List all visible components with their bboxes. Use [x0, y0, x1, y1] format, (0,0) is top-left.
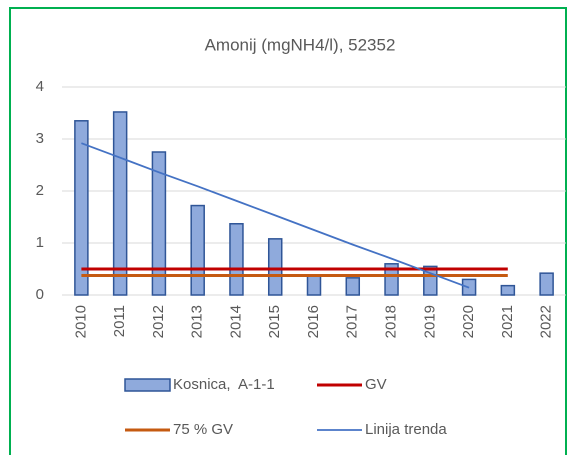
legend-label: GV — [365, 376, 387, 393]
bar — [112, 111, 128, 296]
legend-label: Kosnica, A-1-1 — [173, 376, 275, 393]
bar — [267, 238, 283, 296]
x-tick-label: 2010 — [72, 305, 89, 338]
x-tick-label: 2017 — [344, 305, 361, 338]
y-tick-label: 2 — [36, 182, 44, 199]
x-tick-label: 2014 — [227, 305, 244, 338]
x-tick-label: 2019 — [421, 305, 438, 338]
x-tick-label: 2011 — [111, 305, 128, 337]
x-tick-label: 2012 — [150, 305, 167, 338]
bar — [345, 277, 361, 296]
x-tick-label: 2015 — [266, 305, 283, 338]
y-tick-label: 0 — [36, 286, 44, 303]
bar — [500, 284, 516, 296]
chart-border — [9, 7, 567, 455]
legend-label: 75 % GV — [173, 421, 233, 438]
bar — [74, 120, 89, 296]
bar — [306, 274, 322, 296]
bar — [384, 263, 399, 296]
bar — [539, 272, 554, 296]
y-tick-label: 3 — [36, 130, 44, 147]
bar — [151, 151, 167, 296]
legend-swatch — [124, 378, 171, 392]
legend-label: Linija trenda — [365, 421, 447, 438]
x-tick-label: 2018 — [383, 305, 400, 338]
line — [81, 142, 470, 289]
x-tick-label: 2021 — [499, 305, 516, 338]
bar — [190, 204, 205, 296]
x-tick-label: 2020 — [460, 305, 477, 338]
x-tick-label: 2016 — [305, 305, 322, 338]
y-tick-label: 1 — [36, 234, 44, 251]
chart-title: Amonij (mgNH4/l), 52352 — [205, 35, 396, 54]
bar — [229, 223, 244, 296]
x-tick-label: 2022 — [538, 305, 555, 338]
x-tick-label: 2013 — [189, 305, 206, 338]
y-tick-label: 4 — [36, 78, 44, 95]
